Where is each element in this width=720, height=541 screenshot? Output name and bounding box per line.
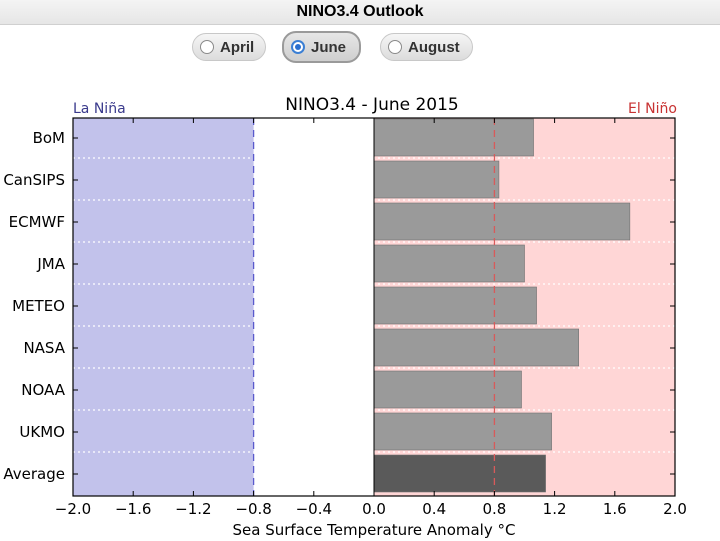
x-tick-label: 2.0 <box>663 500 687 518</box>
radio-icon <box>200 40 214 54</box>
x-tick-label: −2.0 <box>55 500 91 518</box>
y-category-label: Average <box>3 465 65 483</box>
y-category-label: METEO <box>12 297 65 315</box>
tab-label: April <box>220 39 255 56</box>
x-tick-label: −0.8 <box>235 500 271 518</box>
bar-cansips <box>373 160 500 199</box>
tab-august[interactable]: August <box>380 33 473 61</box>
x-tick-label: 0.4 <box>422 500 446 518</box>
x-tick-label: 1.2 <box>543 500 567 518</box>
x-axis-label: Sea Surface Temperature Anomaly °C <box>233 521 516 539</box>
radio-selected-icon <box>291 40 305 54</box>
bar-ecmwf <box>373 202 631 241</box>
y-category-label: JMA <box>36 255 65 273</box>
radio-icon <box>388 40 402 54</box>
la-nina-label: La Niña <box>73 101 126 117</box>
x-tick-label: −1.6 <box>115 500 151 518</box>
chart-title: NINO3.4 - June 2015 <box>285 95 459 115</box>
tab-april[interactable]: April <box>192 33 266 61</box>
y-category-label: ECMWF <box>9 213 65 231</box>
y-category-label: UKMO <box>19 423 65 441</box>
x-tick-label: 1.6 <box>603 500 627 518</box>
y-category-label: BoM <box>33 129 65 147</box>
bar-average <box>373 454 546 493</box>
tab-june[interactable]: June <box>282 31 361 63</box>
bar-jma <box>373 244 525 283</box>
y-category-label: NASA <box>23 339 65 357</box>
x-tick-label: −1.2 <box>175 500 211 518</box>
tab-label: June <box>311 39 347 56</box>
el-nino-label: El Niño <box>628 101 677 117</box>
x-tick-label: 0.0 <box>362 500 386 518</box>
bar-bom <box>373 118 534 157</box>
tab-label: August <box>408 39 460 56</box>
bar-ukmo <box>373 412 552 451</box>
bar-nasa <box>373 328 579 367</box>
bar-noaa <box>373 370 522 409</box>
x-tick-label: −0.4 <box>296 500 332 518</box>
x-tick-label: 0.8 <box>482 500 506 518</box>
bar-meteo <box>373 286 537 325</box>
month-tabs: April June August <box>0 31 720 65</box>
y-category-label: NOAA <box>21 381 65 399</box>
page-title: NINO3.4 Outlook <box>296 3 424 20</box>
header-bar: NINO3.4 Outlook <box>0 0 720 25</box>
y-category-label: CanSIPS <box>3 171 65 189</box>
la-nina-region <box>73 118 254 496</box>
